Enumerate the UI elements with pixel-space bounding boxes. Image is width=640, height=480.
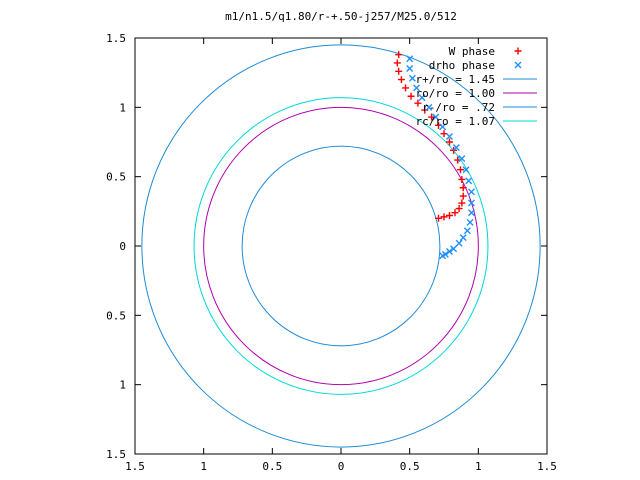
data-point-s1-16 xyxy=(466,218,474,226)
data-point-s0-23 xyxy=(435,214,443,222)
data-point-s1-23 xyxy=(439,252,447,260)
legend-marker-0 xyxy=(514,47,522,55)
data-point-s0-19 xyxy=(455,205,463,213)
data-point-s1-10 xyxy=(458,155,466,163)
circle-5 xyxy=(193,97,489,395)
data-point-s0-17 xyxy=(459,192,467,200)
data-point-s1-14 xyxy=(467,199,475,207)
data-point-s1-3 xyxy=(413,84,421,92)
data-point-s1-8 xyxy=(445,132,453,140)
circle-4 xyxy=(241,145,441,347)
data-point-s0-14 xyxy=(456,166,464,174)
data-point-s1-4 xyxy=(418,94,426,102)
legend-label-0: W phase xyxy=(449,45,495,58)
reference-circles xyxy=(141,44,541,448)
data-point-s1-17 xyxy=(463,227,471,235)
data-point-s0-1 xyxy=(393,59,401,67)
phase-markers xyxy=(393,51,475,260)
data-point-s0-16 xyxy=(459,184,467,192)
x-tick-label: 1.5 xyxy=(125,460,145,473)
legend-label-2: r+/ro = 1.45 xyxy=(416,73,495,86)
x-tick-label: 0.5 xyxy=(262,460,282,473)
data-point-s0-8 xyxy=(428,113,436,121)
data-point-s0-20 xyxy=(451,209,459,217)
y-tick-label: 1.5 xyxy=(106,32,126,45)
x-tick-label: 1 xyxy=(475,460,482,473)
data-point-s0-15 xyxy=(458,175,466,183)
chart-title: m1/n1.5/q1.80/r-+.50-j257/M25.0/512 xyxy=(225,10,457,23)
legend-label-4: r-/ro = .72 xyxy=(422,101,495,114)
data-point-s0-2 xyxy=(395,67,403,75)
x-tick-label: 0 xyxy=(338,460,345,473)
data-point-s0-5 xyxy=(407,92,415,100)
data-point-s1-12 xyxy=(465,177,473,185)
data-point-s1-9 xyxy=(452,144,460,152)
data-point-s1-13 xyxy=(467,188,475,196)
x-tick-label: 1 xyxy=(200,460,207,473)
data-point-s1-15 xyxy=(467,209,475,217)
data-point-s0-18 xyxy=(458,199,466,207)
data-point-s1-7 xyxy=(439,123,447,131)
circle-2 xyxy=(141,44,541,448)
x-tick-label: 0.5 xyxy=(400,460,420,473)
y-tick-label: 1.5 xyxy=(106,448,126,461)
data-point-s1-1 xyxy=(406,65,414,73)
legend-label-3: ro/ro = 1.00 xyxy=(416,87,495,100)
x-tick-label: 1.5 xyxy=(537,460,557,473)
data-point-s1-2 xyxy=(408,74,416,82)
data-point-s0-0 xyxy=(395,51,403,59)
data-point-s0-6 xyxy=(414,99,422,107)
data-point-s1-18 xyxy=(459,234,467,242)
data-point-s1-0 xyxy=(406,55,414,63)
legend-label-5: rc/ro = 1.07 xyxy=(416,115,495,128)
data-point-s1-19 xyxy=(455,239,463,247)
axis-ticks: 1.5 1 0.5 0 0.5 1 1.51.510.500.511.5 xyxy=(106,32,557,473)
legend-marker-1 xyxy=(514,61,522,69)
data-point-s0-4 xyxy=(402,84,410,92)
legend-label-1: drho phase xyxy=(429,59,495,72)
y-tick-label: 0.5 xyxy=(106,171,126,184)
data-point-s1-5 xyxy=(425,103,433,111)
y-tick-label: 0 xyxy=(119,240,126,253)
data-point-s1-11 xyxy=(462,166,470,174)
data-point-s1-20 xyxy=(450,245,458,253)
data-point-s0-11 xyxy=(445,138,453,146)
y-tick-label: 1 xyxy=(119,101,126,114)
y-tick-label: 1 xyxy=(119,379,126,392)
data-point-s1-6 xyxy=(432,113,440,121)
circle-3 xyxy=(203,106,479,386)
data-point-s0-21 xyxy=(445,211,453,219)
data-point-s0-22 xyxy=(440,213,448,221)
data-point-s1-21 xyxy=(445,248,453,256)
y-tick-label: 0.5 xyxy=(106,309,126,322)
data-point-s0-3 xyxy=(397,76,405,84)
